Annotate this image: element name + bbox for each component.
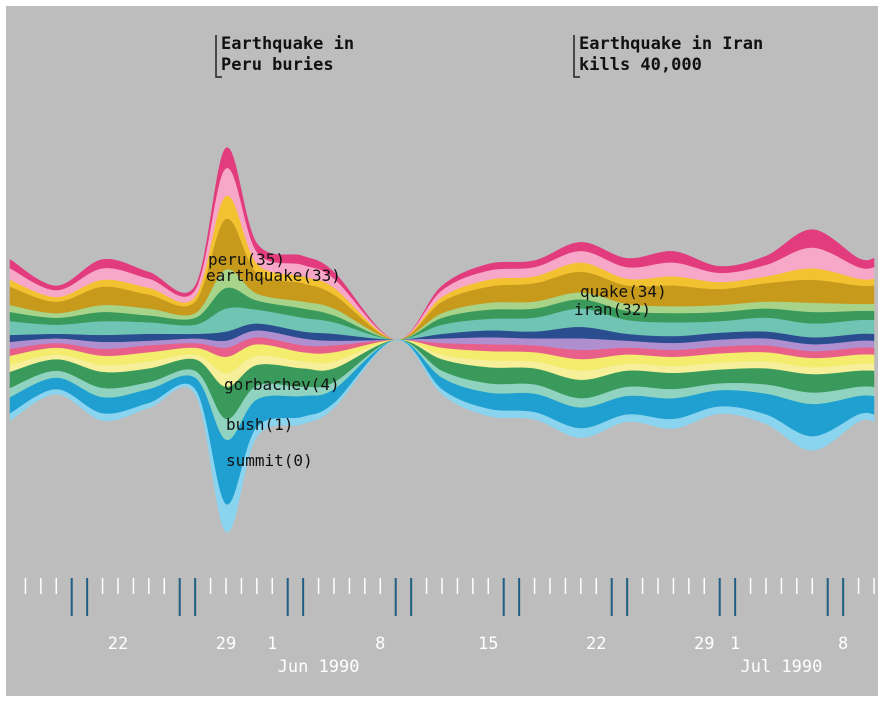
series-label: iran(32) — [574, 300, 651, 319]
x-tick-label: 15 — [478, 634, 498, 654]
series-label: peru(35) — [208, 250, 285, 269]
x-tick-label: 8 — [838, 634, 848, 654]
x-tick-label: 29 — [694, 634, 714, 654]
x-tick-label: 22 — [586, 634, 606, 654]
x-tick-label: 22 — [108, 634, 128, 654]
series-labels: peru(35)earthquake(33) quake(34)iran(32) g… — [206, 250, 667, 470]
series-label: summit(0) — [226, 451, 313, 470]
series-label: bush(1) — [226, 415, 293, 434]
month-labels: Jun 1990 Jul 1990 — [278, 657, 823, 677]
series-label: gorbachev(4) — [224, 375, 340, 394]
annotation-text: Earthquake in Iran — [579, 34, 763, 54]
month-label: Jun 1990 — [278, 657, 360, 677]
x-tick-label: 8 — [375, 634, 385, 654]
month-label: Jul 1990 — [740, 657, 822, 677]
x-tick-labels: 22 29 1 8 15 22 29 1 8 — [108, 634, 849, 654]
series-label: quake(34) — [580, 282, 667, 301]
annotation-text: Earthquake in — [221, 34, 354, 54]
stream-layers — [9, 147, 875, 533]
x-tick-label: 29 — [216, 634, 236, 654]
annotation-text: Peru buries — [221, 55, 334, 75]
annotation-marker — [573, 35, 580, 78]
series-label: earthquake(33) — [206, 266, 341, 285]
x-tick-label: 1 — [730, 634, 740, 654]
x-tick-label: 1 — [267, 634, 277, 654]
annotation-text: kills 40,000 — [579, 55, 702, 75]
stream-layer-15 — [9, 339, 875, 533]
timeline-ticks — [24, 578, 875, 616]
annotation-marker — [215, 35, 222, 78]
